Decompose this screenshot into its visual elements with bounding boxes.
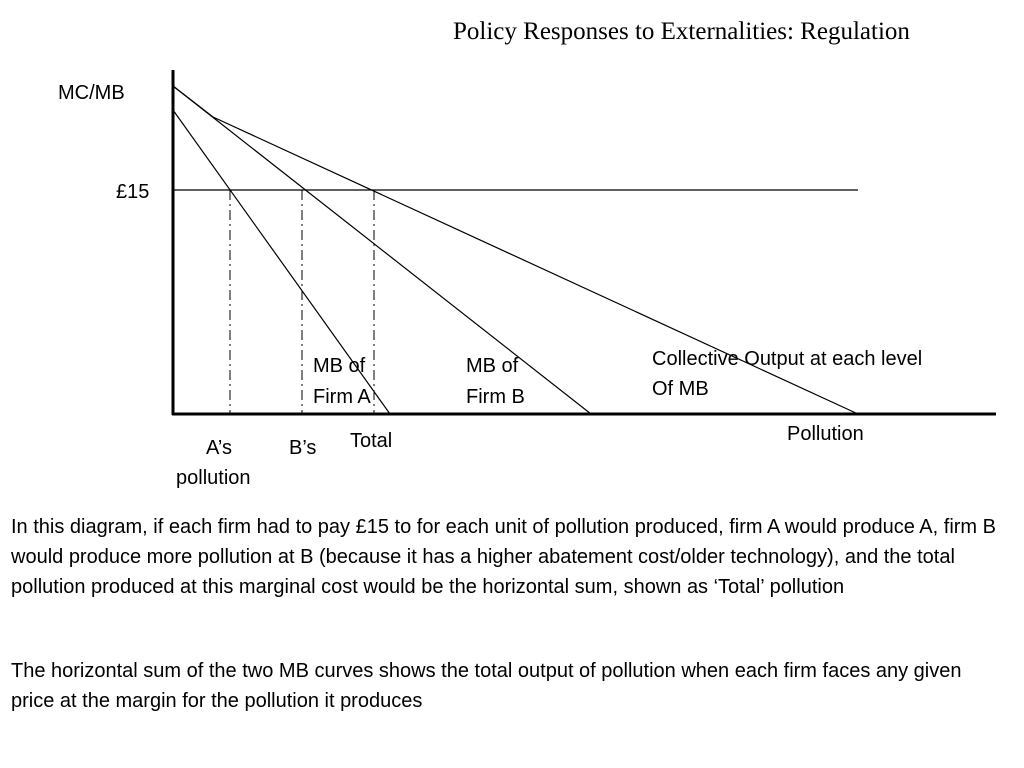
marker-a-label-line2: pollution <box>176 467 251 489</box>
marker-b-label: B’s <box>289 437 316 459</box>
explanation-paragraph-1: In this diagram, if each firm had to pay… <box>11 516 996 598</box>
collective-mb-curve <box>172 85 859 415</box>
marker-a-label-line1: A’s <box>206 437 232 459</box>
explanation-paragraph-2: The horizontal sum of the two MB curves … <box>11 660 962 712</box>
curve-a-label-line2: Firm A <box>313 386 371 408</box>
curve-b-label-line2: Firm B <box>466 386 525 408</box>
curve-a-label-line1: MB of <box>313 355 366 377</box>
y-axis-label: MC/MB <box>58 82 125 104</box>
mb-firm-b-curve <box>172 85 592 415</box>
price-label: £15 <box>116 181 149 203</box>
collective-label-line2: Of MB <box>652 378 709 400</box>
marker-total-label: Total <box>350 430 392 452</box>
regulation-diagram: MC/MB £15 Pollution MB of Firm A MB of F… <box>58 70 996 489</box>
collective-label-line1: Collective Output at each level <box>652 348 922 370</box>
curve-b-label-line1: MB of <box>466 355 519 377</box>
mb-firm-a-curve <box>172 109 391 415</box>
slide-title: Policy Responses to Externalities: Regul… <box>453 18 910 45</box>
x-axis-label: Pollution <box>787 423 864 445</box>
